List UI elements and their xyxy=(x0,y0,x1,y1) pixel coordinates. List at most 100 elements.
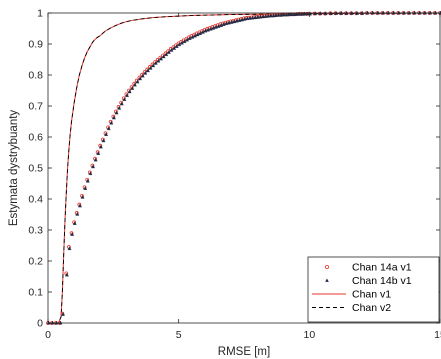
y-tick-label: 0.9 xyxy=(28,39,43,51)
data-point-chan-14b xyxy=(169,47,174,52)
x-tick-label: 15 xyxy=(434,329,441,341)
data-point-chan-14b xyxy=(260,14,265,19)
data-point-chan-14b xyxy=(132,82,137,87)
data-point-chan-14b xyxy=(166,50,171,54)
data-point-chan-14b xyxy=(195,32,200,37)
legend-marker-chan-14a-v1 xyxy=(324,264,329,269)
y-tick-label: 0.5 xyxy=(28,163,43,175)
data-point-chan-14b xyxy=(232,19,237,24)
legend-label-chan-14a-v1: Chan 14a v1 xyxy=(352,262,412,274)
data-point-chan-14b xyxy=(200,29,205,34)
data-point-chan-14b xyxy=(138,76,143,81)
data-point-chan-14b xyxy=(279,12,284,17)
data-point-chan-14b xyxy=(114,110,119,115)
data-point-chan-14b xyxy=(268,13,273,18)
data-point-chan-14b xyxy=(67,246,72,251)
data-point-chan-14b xyxy=(250,15,255,20)
data-point-chan-14b xyxy=(161,54,166,59)
data-point-chan-14b xyxy=(145,68,150,73)
data-point-chan-14b xyxy=(98,144,103,149)
data-point-chan-14b xyxy=(96,151,101,155)
data-point-chan-14b xyxy=(72,221,77,225)
y-tick-label: 0.3 xyxy=(28,225,43,237)
data-point-chan-14b xyxy=(80,194,85,199)
data-point-chan-14b xyxy=(190,34,195,39)
data-point-chan-14b xyxy=(119,101,124,106)
x-axis: 0 5 10 15 xyxy=(45,13,441,341)
data-point-chan-14b xyxy=(140,73,145,78)
data-point-chan-14b xyxy=(93,157,98,162)
data-point-chan-14b xyxy=(109,120,114,125)
y-tick-label: 0.4 xyxy=(28,194,43,206)
data-point-chan-14b xyxy=(224,21,229,25)
data-point-chan-14b xyxy=(198,31,203,35)
data-point-chan-14b xyxy=(125,93,129,97)
data-point-chan-14b xyxy=(226,20,231,25)
legend-marker-chan-14b-v1 xyxy=(325,278,329,282)
data-point-chan-14b xyxy=(284,12,289,17)
data-point-chan-14b xyxy=(143,70,148,75)
data-point-chan-14b xyxy=(305,11,310,16)
data-point-chan-14b xyxy=(255,15,260,19)
data-point-chan-14b xyxy=(294,11,299,16)
data-point-chan-14b xyxy=(297,11,302,16)
data-point-chan-14b xyxy=(263,14,268,18)
data-point-chan-14b xyxy=(193,33,197,38)
data-point-chan-14b xyxy=(187,36,192,40)
data-point-chan-14b xyxy=(229,19,234,24)
data-point-chan-14b xyxy=(117,105,122,110)
data-point-chan-14b xyxy=(75,211,80,216)
data-point-chan-14b xyxy=(237,18,242,22)
legend-label-chan-v1: Chan v1 xyxy=(352,289,391,301)
data-point-chan-14b xyxy=(292,12,297,17)
x-tick-label: 0 xyxy=(45,329,51,341)
y-tick-label: 1 xyxy=(37,8,43,20)
data-point-chan-14b xyxy=(242,16,247,21)
y-tick-label: 0.2 xyxy=(28,256,43,268)
data-point-chan-14b xyxy=(253,15,257,20)
data-point-chan-14b xyxy=(156,58,161,63)
data-point-chan-14b xyxy=(85,178,90,183)
data-point-chan-14b xyxy=(271,13,276,18)
data-point-chan-14b xyxy=(135,79,140,84)
data-point-chan-14b xyxy=(274,13,278,17)
data-point-chan-14b xyxy=(148,65,153,70)
data-point-chan-14b xyxy=(234,18,239,23)
data-point-chan-14b xyxy=(159,56,163,61)
data-point-chan-14b xyxy=(111,115,116,120)
data-point-chan-14b xyxy=(240,17,244,22)
data-point-chan-14b xyxy=(302,11,307,16)
data-point-chan-14b xyxy=(104,132,109,136)
x-tick-label: 10 xyxy=(303,329,315,341)
y-axis-label: Estymata dystrybuanty xyxy=(8,110,20,227)
legend-box xyxy=(307,256,440,323)
x-tick-label: 5 xyxy=(176,329,182,341)
data-point-chan-14b xyxy=(281,12,286,17)
data-point-chan-14b xyxy=(88,171,93,176)
data-point-chan-14b xyxy=(164,52,169,56)
data-point-chan-14b xyxy=(106,126,111,131)
data-point-chan-14b xyxy=(247,15,252,20)
data-point-chan-14b xyxy=(276,12,281,17)
data-point-chan-14b xyxy=(91,164,95,169)
data-point-chan-14b xyxy=(300,11,305,16)
data-point-chan-14b xyxy=(287,12,291,17)
data-point-chan-14b xyxy=(101,138,106,143)
y-tick-label: 0.6 xyxy=(28,132,43,144)
data-point-chan-14b xyxy=(153,60,158,65)
data-point-chan-14b xyxy=(151,63,156,68)
data-point-chan-14b xyxy=(122,97,127,101)
legend-label-chan-14b-v1: Chan 14b v1 xyxy=(352,275,412,287)
y-tick-label: 0 xyxy=(37,318,43,330)
y-tick-label: 0.7 xyxy=(28,101,43,113)
data-point-chan-14b xyxy=(78,203,82,208)
data-point-chan-14b xyxy=(127,89,132,94)
data-point-chan-14b xyxy=(258,14,263,19)
data-point-chan-14b xyxy=(83,186,88,190)
data-point-chan-14b xyxy=(174,44,179,48)
data-point-chan-14b xyxy=(289,12,294,17)
legend-label-chan-v2: Chan v2 xyxy=(352,302,391,314)
data-point-chan-14b xyxy=(64,272,69,277)
data-point-chan-14b xyxy=(266,13,271,18)
